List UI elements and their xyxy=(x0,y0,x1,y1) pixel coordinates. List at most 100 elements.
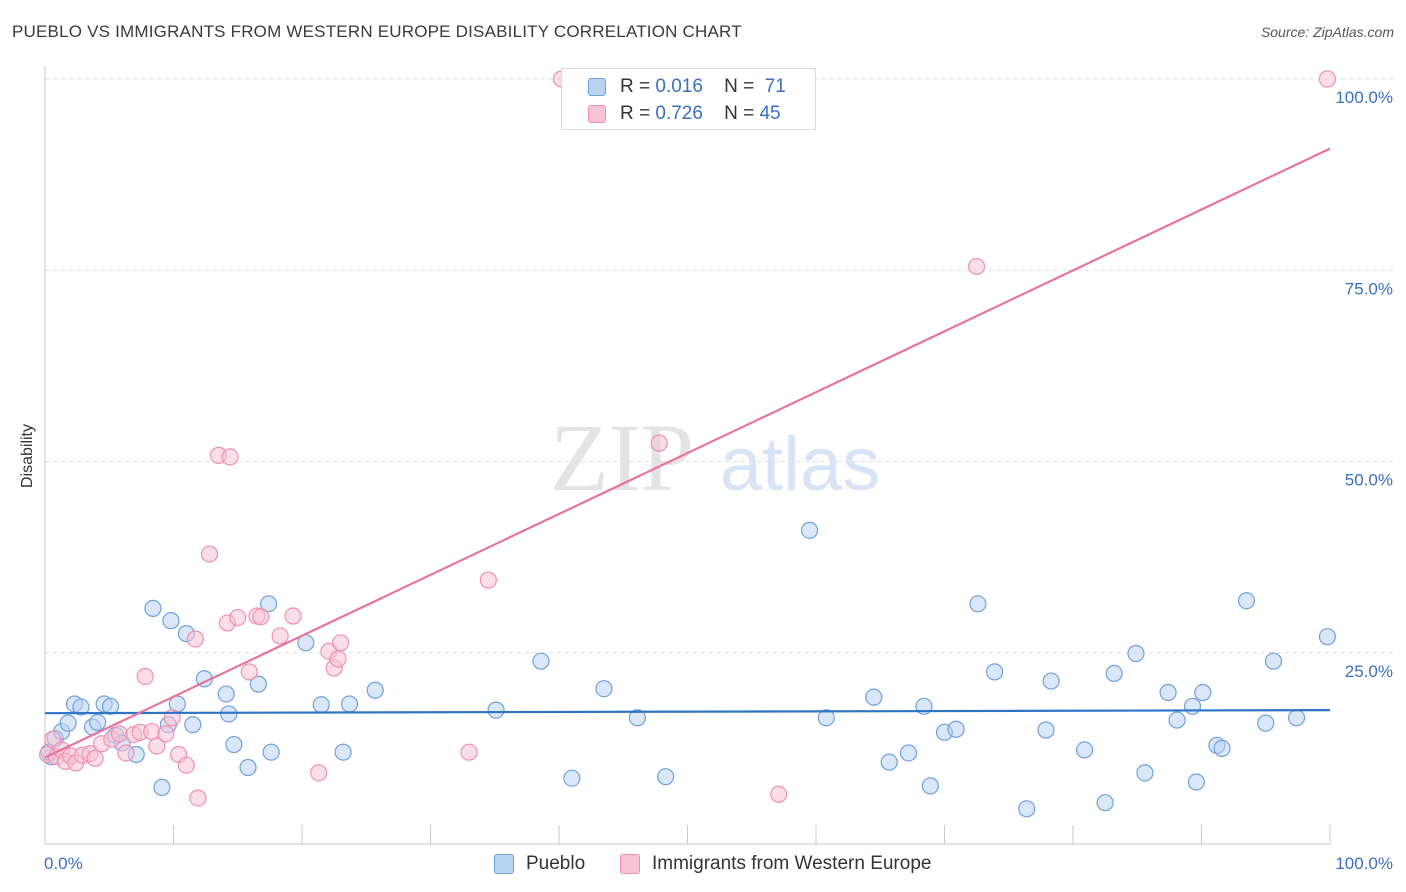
pueblo-point xyxy=(563,769,581,787)
pueblo-trend-line xyxy=(44,709,1331,715)
pueblo-point xyxy=(249,675,267,693)
bottom-legend-swatch-immigrants xyxy=(620,854,640,874)
immigrants-point xyxy=(189,789,207,807)
pueblo-point xyxy=(334,743,352,761)
pueblo-point xyxy=(366,681,384,699)
immigrants-point xyxy=(200,545,219,563)
pueblo-point xyxy=(1042,672,1060,690)
immigrants-point xyxy=(650,434,668,452)
legend-swatch-pueblo xyxy=(588,78,606,96)
immigrants-point xyxy=(331,634,350,652)
pueblo-point xyxy=(969,595,987,613)
pueblo-point xyxy=(657,768,675,786)
y-tick-label: 100.0% xyxy=(1335,88,1393,107)
pueblo-point xyxy=(1168,711,1186,729)
pueblo-point xyxy=(1075,741,1094,759)
legend-r-label: R = xyxy=(620,103,651,124)
immigrants-point xyxy=(143,722,161,741)
immigrants-point xyxy=(968,257,986,276)
immigrants-point xyxy=(136,667,154,686)
pueblo-point xyxy=(262,743,280,761)
bottom-legend-swatch-pueblo xyxy=(494,854,514,874)
legend-r-label: R = xyxy=(620,76,651,97)
y-tick-label: 75.0% xyxy=(1345,279,1393,298)
immigrants-point xyxy=(329,650,347,668)
y-tick-label: 50.0% xyxy=(1345,471,1393,490)
pueblo-point xyxy=(1187,773,1205,791)
axes xyxy=(44,66,1331,845)
pueblo-point xyxy=(628,709,646,727)
legend-r-value-pueblo: 0.016 xyxy=(655,76,703,97)
pueblo-point xyxy=(947,720,965,738)
immigrants-point xyxy=(117,744,135,762)
grid-lines xyxy=(45,78,1395,654)
pueblo-point xyxy=(312,696,330,714)
immigrants-point xyxy=(1318,70,1337,88)
y-tick-label: 25.0% xyxy=(1345,662,1393,681)
pueblo-point xyxy=(800,521,819,539)
pueblo-point xyxy=(1257,714,1275,732)
pueblo-point xyxy=(880,753,898,771)
legend-n-value-pueblo: 71 xyxy=(764,76,786,97)
pueblo-point xyxy=(1127,644,1145,663)
immigrants-point xyxy=(284,607,302,625)
immigrants-point xyxy=(157,725,175,743)
legend-n-value-immigrants: 45 xyxy=(759,103,781,124)
pueblo-point xyxy=(217,685,235,703)
immigrants-point xyxy=(186,630,204,648)
pueblo-point xyxy=(220,705,238,723)
pueblo-point xyxy=(817,709,835,727)
immigrants-point xyxy=(770,785,788,803)
pueblo-point xyxy=(921,777,939,795)
pueblo-point xyxy=(144,599,162,617)
pueblo-point xyxy=(595,680,613,698)
pueblo-point xyxy=(72,698,90,716)
immigrants-point xyxy=(221,448,239,466)
legend-n-label: N = xyxy=(724,76,755,97)
pueblo-point xyxy=(101,697,120,715)
pueblo-point xyxy=(259,595,278,613)
legend-r-value-immigrants: 0.726 xyxy=(655,103,703,124)
trend-lines xyxy=(44,147,1331,759)
watermark: ZIP atlas xyxy=(550,404,880,511)
pueblo-point xyxy=(1037,721,1055,739)
pueblo-point xyxy=(986,663,1004,681)
pueblo-point xyxy=(1105,664,1123,683)
immigrants-point xyxy=(460,743,478,761)
x-tick-label-min: 0.0% xyxy=(44,854,83,873)
pueblo-point xyxy=(184,716,202,734)
immigrants-point xyxy=(240,663,258,681)
watermark-zip: ZIP xyxy=(550,404,694,511)
pueblo-point xyxy=(153,778,171,796)
pueblo-point xyxy=(1237,592,1256,610)
immigrants-point xyxy=(229,608,247,627)
legend-n-label: N = xyxy=(724,103,755,124)
watermark-atlas: atlas xyxy=(720,422,881,507)
legend-swatch-immigrants xyxy=(588,105,606,123)
pueblo-point xyxy=(89,713,107,731)
legend: R = 0.016 N = 71 R = 0.726 N = 45 xyxy=(561,68,816,130)
y-axis-label: Disability xyxy=(19,423,36,489)
pueblo-point xyxy=(865,688,883,706)
immigrants-point xyxy=(252,608,270,626)
pueblo-point xyxy=(532,652,550,670)
immigrants-point xyxy=(310,764,328,782)
pueblo-point xyxy=(1264,652,1283,670)
pueblo-point xyxy=(1183,697,1202,715)
pueblo-point xyxy=(1287,709,1306,727)
pueblo-point xyxy=(1159,683,1177,702)
pueblo-point xyxy=(1318,628,1337,646)
pueblo-point xyxy=(162,612,180,630)
pueblo-point xyxy=(239,758,257,777)
chart-title: PUEBLO VS IMMIGRANTS FROM WESTERN EUROPE… xyxy=(12,22,742,41)
pueblo-point xyxy=(225,735,243,754)
tick-labels: 25.0% 50.0% 75.0% 100.0% 0.0% 100.0% xyxy=(44,88,1393,873)
pueblo-point xyxy=(1018,800,1036,818)
bottom-legend-label-pueblo: Pueblo xyxy=(526,853,586,874)
immigrants-point xyxy=(148,737,166,755)
immigrants-point xyxy=(479,571,497,589)
pueblo-point xyxy=(899,744,918,762)
pueblo-point xyxy=(1213,739,1231,757)
bottom-legend-label-immigrants: Immigrants from Western Europe xyxy=(652,853,932,874)
